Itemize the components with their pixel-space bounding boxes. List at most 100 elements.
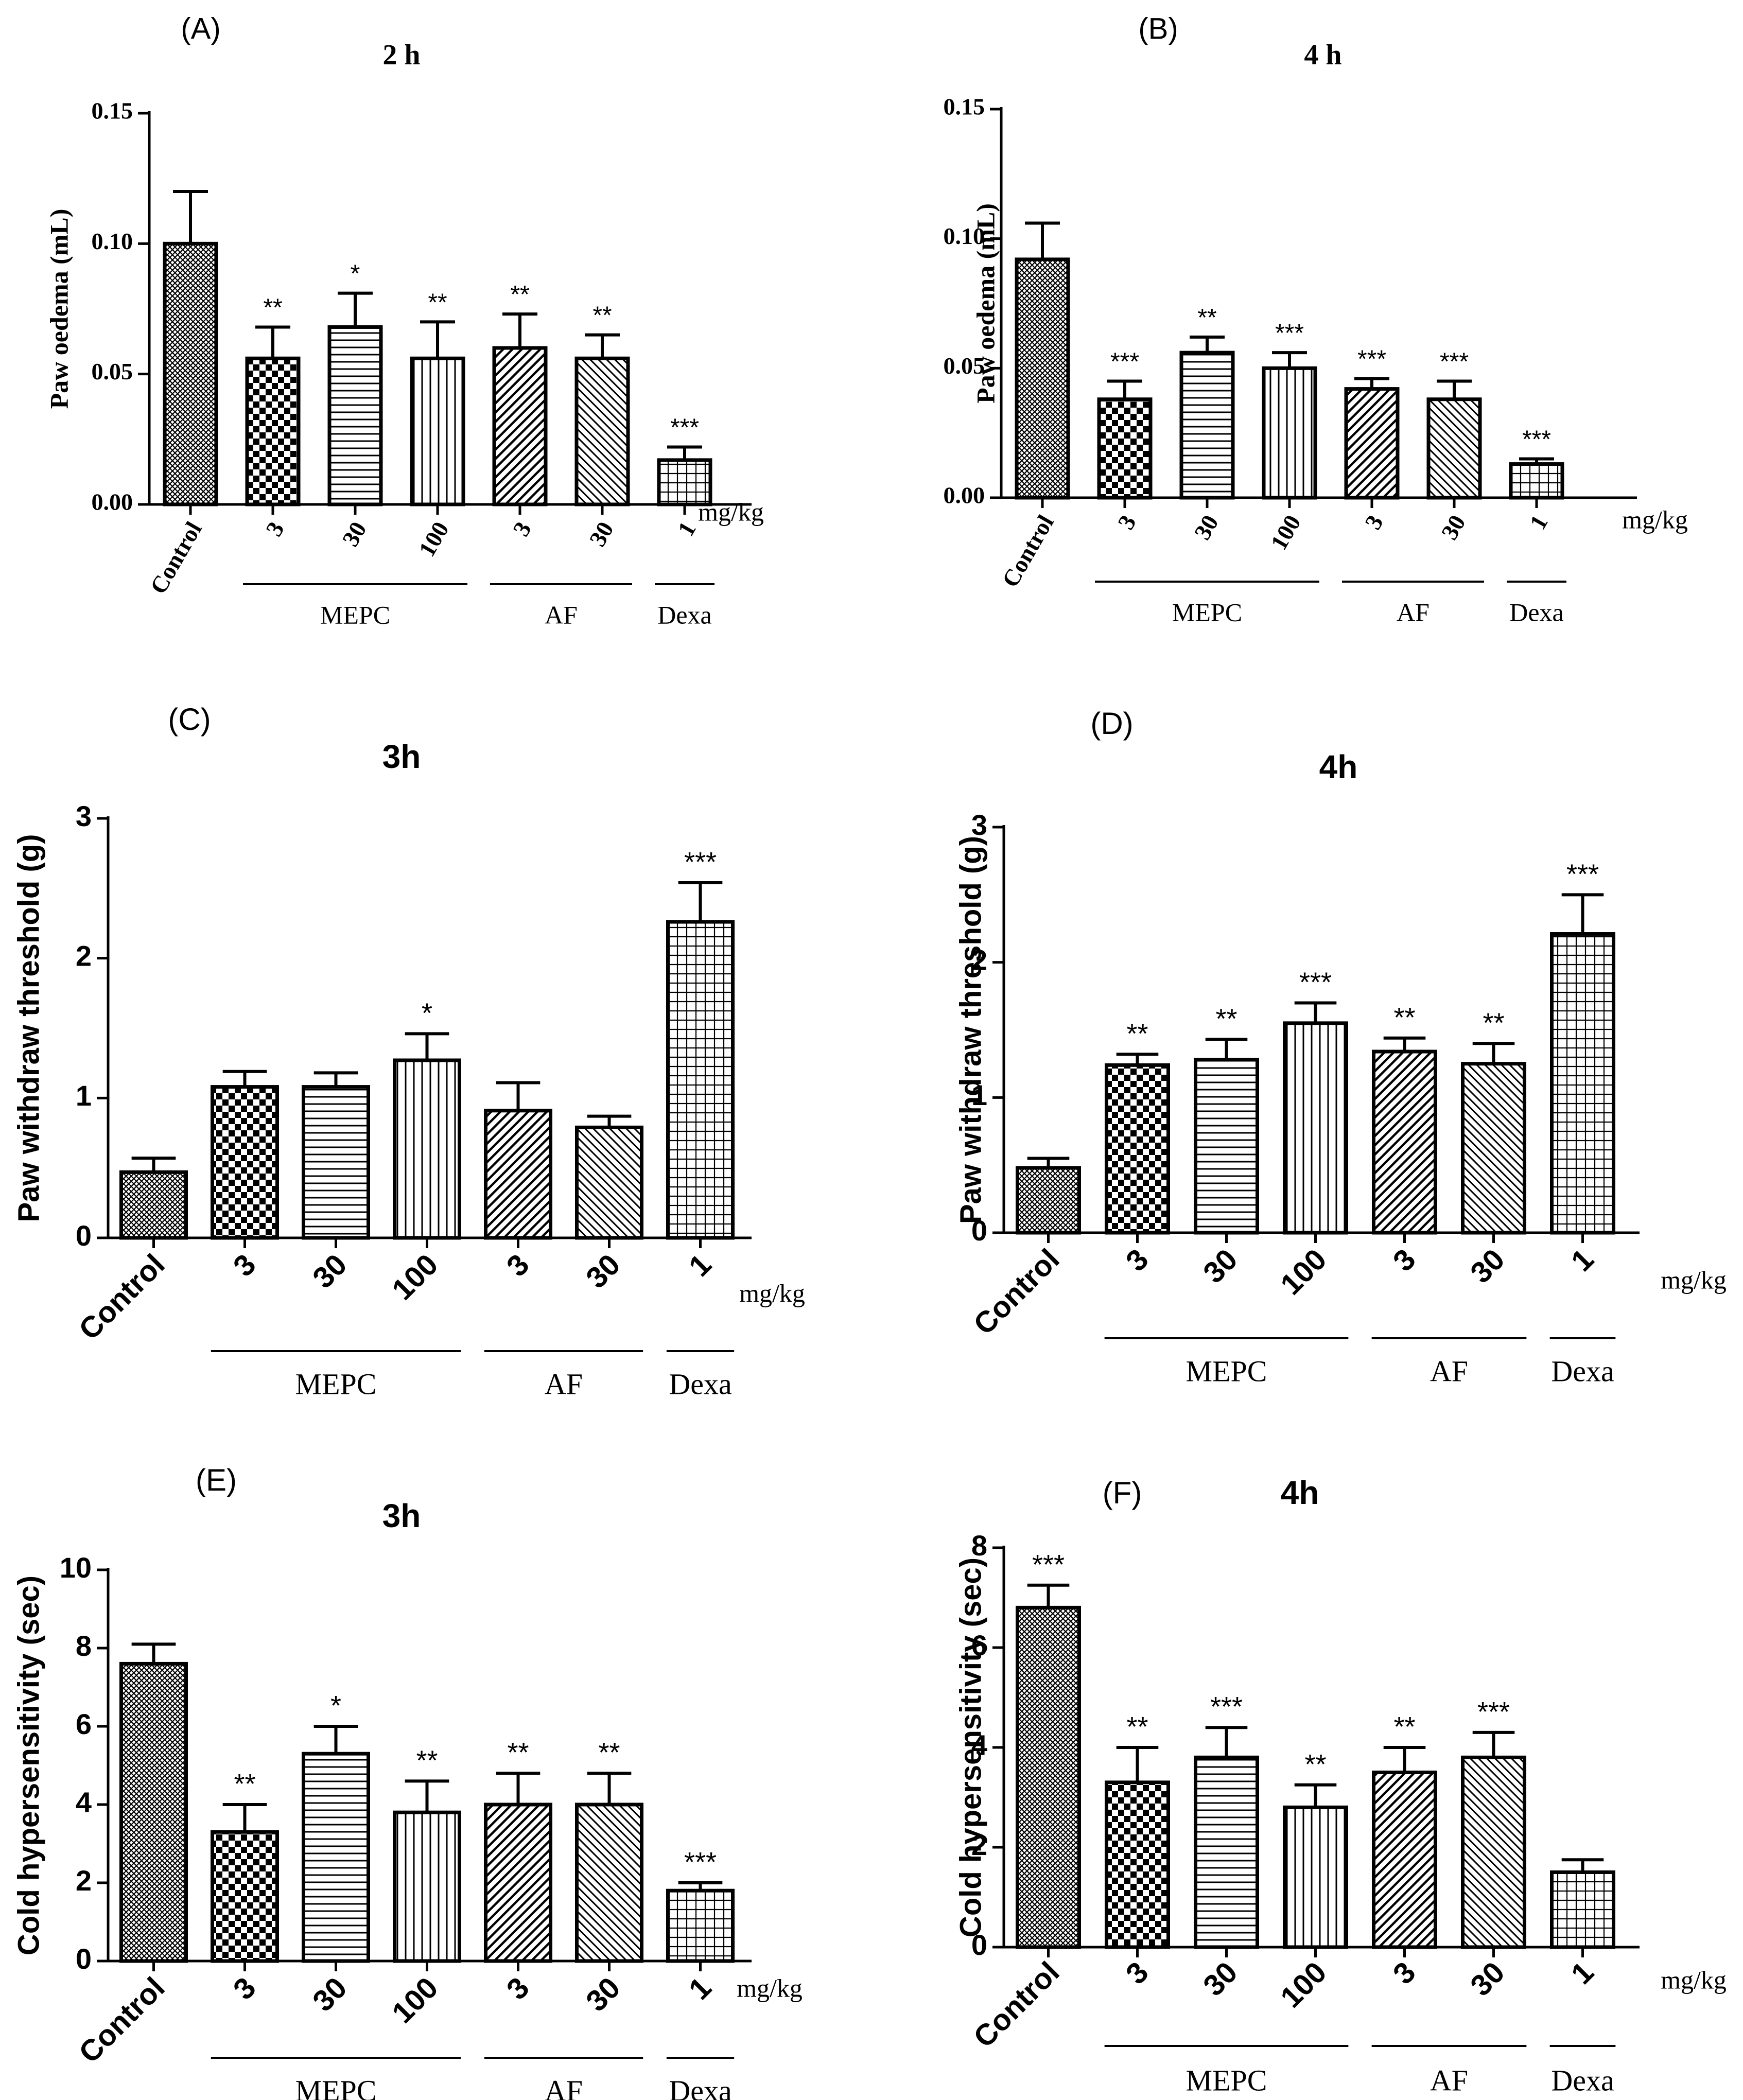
bar	[1262, 366, 1317, 500]
significance-mark: ***	[684, 847, 717, 878]
y-tick-label: 8	[76, 1630, 92, 1662]
y-tick-label: 0	[76, 1219, 92, 1252]
x-tick-label: 100	[1274, 1242, 1333, 1301]
bar	[666, 920, 735, 1240]
bar	[1509, 462, 1564, 500]
chart-panel-d: (D) 4h Paw withdraw threshold (g)0 1 2 3 Contr…	[954, 706, 1727, 1388]
x-tick-label: 100	[1265, 511, 1306, 554]
bar	[1097, 397, 1153, 500]
x-tick-label: 1	[1565, 1955, 1600, 1991]
y-tick-label: 6	[76, 1708, 92, 1740]
y-tick-label: 0.10	[92, 228, 133, 254]
bar	[1461, 1755, 1526, 1949]
group-label: AF	[545, 2074, 583, 2100]
unit-label: mg/kg	[1661, 1265, 1727, 1294]
group-label: Dexa	[1509, 598, 1564, 626]
chart-title: 4h	[1319, 748, 1358, 785]
y-axis-label: Cold hypersensitivity (sec)	[12, 1576, 45, 1955]
significance-mark: ***	[1357, 345, 1386, 373]
bar	[1194, 1755, 1259, 1949]
x-tick-label: Control	[997, 511, 1058, 592]
y-axis-label: Paw withdraw threshold (g)	[954, 836, 987, 1224]
panel-label: (B)	[1138, 12, 1178, 45]
y-tick-label: 2	[971, 1829, 987, 1861]
bar	[211, 1830, 279, 1963]
group-label: AF	[545, 1367, 583, 1401]
bar	[119, 1170, 188, 1240]
bar	[393, 1810, 461, 1963]
chart-title: 4 h	[1304, 39, 1341, 71]
y-tick-label: 0.05	[944, 353, 985, 379]
x-tick-label: 100	[386, 1248, 444, 1306]
significance-mark: **	[428, 289, 447, 316]
significance-mark: **	[510, 281, 529, 308]
unit-label: mg/kg	[1661, 1965, 1727, 1994]
significance-mark: ***	[1477, 1696, 1510, 1727]
x-tick-label: 30	[580, 1248, 627, 1295]
bar	[575, 1802, 643, 1963]
x-tick-label: Control	[73, 1971, 171, 2070]
bar	[1344, 387, 1400, 500]
group-label: Dexa	[669, 1367, 731, 1401]
y-tick-label: 3	[971, 809, 987, 841]
x-tick-label: Control	[145, 517, 206, 599]
bar	[1283, 1021, 1348, 1235]
x-tick-label: 3	[1387, 1955, 1422, 1991]
x-tick-label: 1	[1565, 1242, 1600, 1278]
y-tick-label: 0	[76, 1942, 92, 1975]
x-tick-label: 30	[1436, 511, 1471, 544]
x-tick-label: 3	[1387, 1242, 1422, 1278]
x-tick-label: 100	[386, 1971, 444, 2029]
significance-mark: **	[598, 1737, 620, 1768]
bar	[245, 356, 301, 506]
x-tick-label: 100	[413, 517, 454, 561]
y-tick-label: 3	[76, 800, 92, 832]
x-tick-label: 30	[1197, 1242, 1244, 1290]
y-axis-label: Paw oedema (mL)	[971, 203, 1000, 404]
group-label: Dexa	[1551, 1354, 1614, 1388]
significance-mark: *	[351, 260, 360, 288]
bar	[1016, 1605, 1081, 1949]
significance-mark: **	[1393, 1002, 1415, 1033]
y-tick-label: 0	[971, 1214, 987, 1247]
unit-label: mg/kg	[737, 1973, 803, 2002]
x-tick-label: Control	[967, 1242, 1066, 1341]
x-tick-label: 3	[1112, 511, 1141, 534]
x-tick-label: 100	[1274, 1955, 1333, 2014]
x-tick-label: 3	[260, 517, 289, 540]
y-tick-label: 6	[971, 1629, 987, 1661]
group-label: Dexa	[1551, 2063, 1614, 2097]
significance-mark: ***	[1210, 1691, 1243, 1722]
chart-title: 3h	[382, 1497, 421, 1534]
y-tick-label: 1	[971, 1079, 987, 1111]
chart-title: 2 h	[382, 39, 420, 71]
y-tick-label: 2	[76, 939, 92, 972]
chart-panel-e: (E) 3h Cold hypersensitivity (sec) 0 2 4 6 8 10 C…	[12, 1463, 803, 2100]
significance-mark: **	[234, 1769, 255, 1799]
x-tick-label: 30	[1197, 1955, 1244, 2003]
significance-mark: ***	[1110, 348, 1139, 376]
bar	[1283, 1805, 1348, 1949]
significance-mark: ***	[1566, 859, 1599, 889]
y-tick-label: 1	[76, 1079, 92, 1112]
y-tick-label: 2	[76, 1864, 92, 1897]
x-tick-label: 30	[584, 517, 619, 551]
y-tick-label: 0.10	[944, 223, 985, 249]
group-label: AF	[1397, 598, 1430, 626]
significance-mark: ***	[1032, 1549, 1065, 1580]
panel-label: (C)	[168, 702, 211, 737]
significance-mark: **	[1197, 304, 1216, 331]
group-label: MEPC	[295, 1367, 377, 1401]
chart-panel-c: (C) 3h Paw withdraw threshold (g) 0 1 2 3 Contr…	[12, 702, 805, 1401]
panel-label: (D)	[1090, 706, 1133, 741]
group-label: MEPC	[320, 600, 390, 629]
bar	[1372, 1771, 1437, 1949]
bar	[1105, 1063, 1170, 1235]
y-tick-label: 2	[971, 943, 987, 976]
y-tick-label: 0.00	[92, 489, 133, 515]
bar	[1550, 1870, 1615, 1949]
y-tick-label: 4	[76, 1786, 92, 1818]
bar	[410, 356, 465, 506]
